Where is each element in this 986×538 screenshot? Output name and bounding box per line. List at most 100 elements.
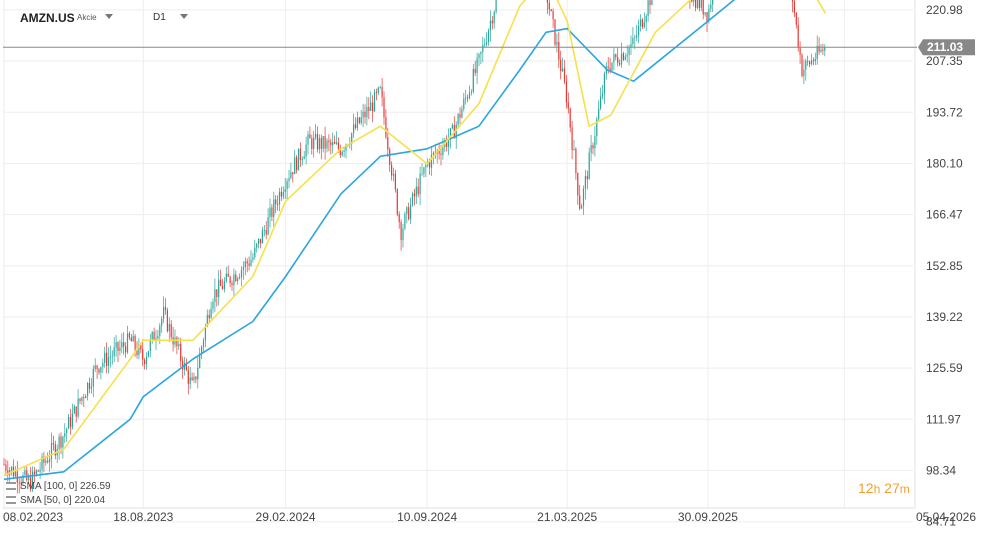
candle-body	[297, 148, 300, 171]
candle-body	[609, 67, 611, 71]
candle-body	[157, 335, 159, 339]
candle-body	[26, 470, 28, 481]
sma50-line	[3, 0, 827, 477]
candle-body	[164, 307, 167, 311]
candle-body	[288, 178, 290, 182]
candle-body	[252, 257, 254, 261]
candle-body	[60, 436, 62, 448]
candle-body	[476, 58, 478, 73]
candle-body	[136, 349, 138, 356]
candle-body	[351, 133, 353, 144]
countdown-minutes: 27	[884, 480, 900, 496]
candle-body	[294, 157, 296, 175]
candle-body	[193, 376, 195, 381]
candle-body	[144, 359, 146, 365]
candle-body	[134, 335, 136, 350]
candle-body	[410, 204, 412, 220]
candle-body	[199, 353, 201, 368]
candle-body	[364, 111, 366, 118]
candle-body	[448, 139, 450, 147]
candle-body	[372, 102, 374, 112]
candle-body	[261, 230, 263, 244]
candle-body	[818, 45, 820, 52]
countdown-hours-unit: h	[873, 482, 881, 496]
candle-body	[582, 188, 585, 206]
candle-body	[468, 92, 471, 99]
candle-body	[793, 1, 795, 13]
candle-body	[442, 147, 444, 155]
indicator-settings-icon[interactable]	[6, 482, 16, 491]
candle-body	[149, 339, 151, 352]
candle-body	[356, 117, 358, 129]
candle-body	[100, 366, 102, 373]
timeframe-label[interactable]: D1	[153, 12, 166, 23]
candle-body	[96, 365, 98, 369]
candle-body	[212, 301, 214, 309]
candle-body	[457, 114, 459, 125]
candle-body	[550, 9, 552, 12]
candle-body	[275, 199, 277, 205]
candle-body	[472, 68, 474, 92]
candle-body	[400, 222, 402, 241]
candle-body	[546, 0, 548, 3]
candle-body	[440, 153, 442, 155]
candle-body	[362, 111, 364, 118]
candle-body	[389, 149, 391, 165]
candle-body	[271, 207, 273, 217]
current-price-badge	[918, 39, 975, 56]
candle-body	[645, 16, 647, 23]
candle-body	[626, 54, 628, 57]
candle-body	[565, 81, 567, 103]
candle-body	[303, 156, 305, 160]
indicator-legend-sma100[interactable]: SMA [100, 0] 226.59	[6, 481, 111, 492]
candle-body	[242, 267, 244, 270]
candle-body	[695, 0, 697, 8]
candle-body	[159, 325, 161, 336]
candle-body	[408, 207, 410, 220]
candle-body	[218, 279, 220, 297]
candle-body	[208, 315, 210, 319]
candle-body	[250, 260, 252, 266]
timeframe-dropdown-icon[interactable]	[180, 14, 188, 19]
indicator-settings-icon[interactable]	[6, 496, 16, 505]
candle-body	[47, 460, 49, 463]
candle-body	[630, 44, 632, 48]
candle-body	[240, 269, 243, 278]
candle-body	[39, 469, 41, 472]
candle-body	[381, 87, 383, 98]
candle-body	[632, 37, 634, 45]
instrument-type-label: Akcie	[77, 13, 97, 22]
candle-body	[313, 137, 315, 149]
candle-body	[185, 362, 187, 371]
candle-body	[558, 41, 560, 60]
candle-body	[87, 382, 89, 396]
candle-body	[117, 342, 119, 352]
time-tick-label: 10.09.2024	[397, 510, 457, 524]
candle-body	[322, 136, 324, 149]
indicator-legend-sma50[interactable]: SMA [50, 0] 220.04	[6, 495, 105, 506]
candle-body	[189, 377, 191, 384]
candle-body	[396, 189, 398, 215]
candle-body	[259, 238, 262, 244]
candle-body	[315, 134, 317, 138]
candle-body	[478, 54, 480, 59]
candle-body	[244, 261, 246, 268]
price-tick-label: 111.97	[926, 412, 961, 426]
time-tick-label: 30.09.2025	[678, 510, 738, 524]
candle-body	[622, 53, 624, 60]
candle-body	[98, 368, 100, 373]
symbol-label[interactable]: AMZN.US	[20, 11, 75, 25]
candle-body	[556, 41, 558, 45]
symbol-dropdown-icon[interactable]	[105, 14, 113, 19]
candle-body	[708, 8, 710, 22]
candle-body	[370, 102, 372, 111]
time-tick-label: 08.02.2023	[3, 510, 63, 524]
candle-body	[277, 204, 279, 205]
candle-body	[425, 165, 427, 168]
candle-body	[290, 172, 292, 179]
time-tick-label: 05.04.2026	[916, 510, 976, 524]
candle-body	[548, 2, 550, 10]
candle-body	[248, 263, 250, 266]
